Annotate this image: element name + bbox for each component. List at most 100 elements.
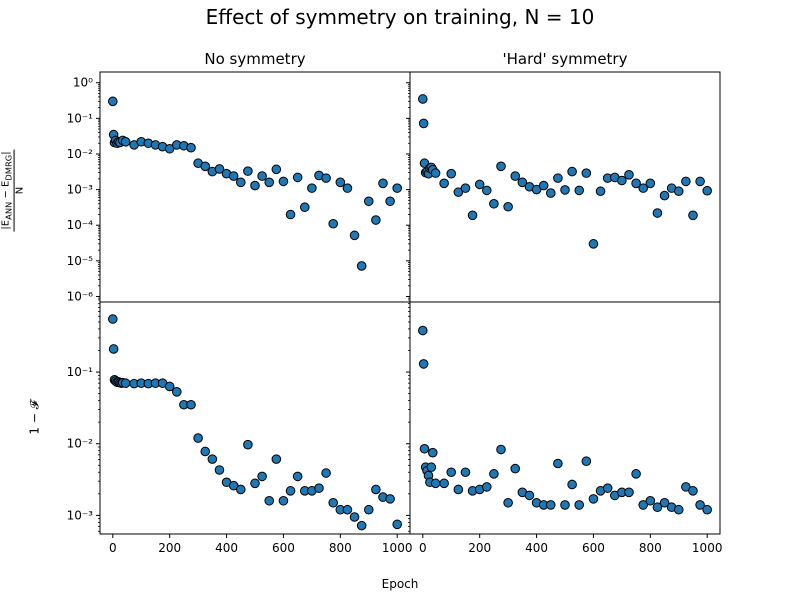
data-point (371, 215, 381, 225)
x-tick-label: 0 (109, 541, 117, 555)
data-point (702, 185, 713, 196)
data-point (107, 96, 118, 107)
data-point (688, 486, 698, 496)
data-point (453, 484, 464, 495)
data-point (250, 180, 260, 191)
data-point (652, 208, 663, 218)
data-point (567, 479, 577, 490)
x-tick-label: 0 (419, 541, 427, 555)
data-point (285, 209, 296, 220)
data-point (257, 171, 267, 181)
x-tick-label: 1000 (692, 541, 723, 555)
data-point (349, 230, 360, 241)
data-point (673, 186, 684, 197)
data-point (460, 183, 471, 193)
data-point (489, 469, 499, 479)
x-tick-label: 400 (525, 541, 548, 555)
x-tick-label: 200 (468, 541, 491, 555)
data-point (560, 500, 570, 510)
data-point (538, 180, 549, 191)
data-point (688, 210, 698, 221)
data-point (186, 399, 196, 410)
data-point (581, 456, 592, 467)
x-tick-label: 400 (215, 541, 238, 555)
data-point (439, 478, 449, 489)
data-point (503, 497, 513, 508)
data-point (120, 378, 131, 388)
data-point (363, 504, 374, 515)
data-point (108, 344, 119, 354)
data-point (624, 170, 634, 180)
data-point (553, 173, 563, 183)
data-point (702, 504, 713, 515)
data-point (602, 483, 613, 493)
data-point (481, 185, 492, 196)
x-tick-label: 800 (639, 541, 662, 555)
panel-1-0: 10⁻¹ 10⁻² 10⁻³ 0 200 400 600 800 1000 (67, 301, 413, 555)
x-axis-label: Epoch (382, 577, 419, 591)
data-point (120, 136, 131, 147)
data-point (681, 176, 691, 187)
y-tick-label: 10⁻¹ (67, 365, 94, 379)
data-point (430, 478, 441, 489)
data-point (631, 178, 641, 189)
data-point (107, 314, 118, 324)
x-tick-label: 600 (272, 541, 295, 555)
data-point (645, 178, 656, 189)
panel-frame (99, 301, 411, 535)
data-point (356, 261, 367, 271)
panel-frame (409, 301, 721, 535)
data-point (517, 177, 528, 188)
data-point (243, 166, 253, 176)
data-point (481, 482, 492, 492)
data-point (200, 161, 211, 172)
data-point (659, 190, 670, 201)
figure-title: Effect of symmetry on training, N = 10 (206, 5, 595, 29)
data-point (460, 467, 471, 478)
data-point (446, 467, 457, 478)
data-point (417, 325, 428, 336)
y-axis-label-energy: |EANN − EDMRG| N (0, 149, 26, 232)
data-point (193, 433, 203, 443)
data-point (588, 239, 599, 249)
data-point (356, 520, 367, 531)
y-tick-label: 10⁻⁴ (67, 218, 94, 232)
data-point (228, 171, 239, 181)
data-point (524, 490, 535, 501)
data-point (214, 164, 225, 174)
data-point (567, 166, 577, 177)
data-point (427, 447, 438, 458)
y-tick-label: 10⁻⁶ (67, 289, 94, 303)
data-point (292, 172, 303, 183)
data-point (574, 185, 585, 196)
data-point (659, 497, 670, 508)
data-point (250, 478, 260, 489)
data-point (392, 519, 403, 530)
data-point (426, 462, 437, 473)
data-point (243, 439, 253, 450)
data-point (342, 183, 353, 193)
data-point (271, 454, 282, 464)
data-point (271, 164, 282, 175)
x-tick-label: 1000 (382, 541, 413, 555)
data-point (617, 175, 627, 186)
x-tick-label: 200 (158, 541, 181, 555)
data-point (385, 196, 395, 207)
data-point (673, 504, 684, 515)
data-point (371, 484, 381, 495)
data-point (257, 471, 267, 482)
data-point (419, 443, 430, 454)
data-point (264, 177, 275, 188)
panel-1-1: 0 200 400 600 800 1000 (406, 301, 723, 555)
data-point (681, 482, 691, 492)
data-point (264, 495, 275, 506)
data-point (439, 178, 449, 189)
y-tick-label: 10⁰ (73, 76, 93, 90)
data-point (574, 500, 585, 510)
data-point (503, 201, 513, 212)
data-point (392, 183, 403, 193)
data-point (588, 494, 599, 504)
x-tick-label: 800 (329, 541, 352, 555)
data-point (695, 176, 705, 187)
